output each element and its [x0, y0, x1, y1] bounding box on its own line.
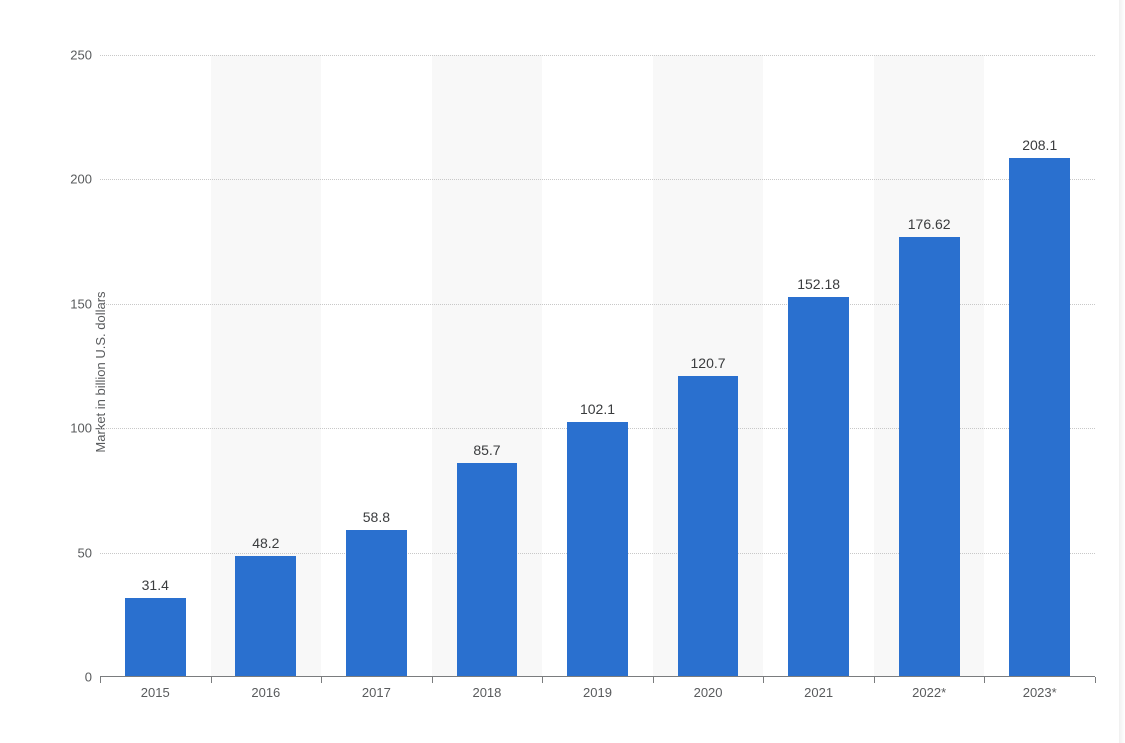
bar-value-label: 85.7	[473, 442, 500, 458]
y-tick-label: 200	[52, 172, 92, 187]
bar-value-label: 208.1	[1022, 137, 1057, 153]
bar[interactable]	[235, 556, 296, 676]
bar-value-label: 58.8	[363, 509, 390, 525]
bar[interactable]	[346, 530, 407, 676]
gridline	[100, 179, 1095, 180]
x-tick-mark	[542, 677, 543, 683]
bar-value-label: 120.7	[691, 355, 726, 371]
y-tick-label: 250	[52, 48, 92, 63]
bar[interactable]	[899, 237, 960, 676]
bar-value-label: 152.18	[797, 276, 840, 292]
bar[interactable]	[1009, 158, 1070, 676]
x-tick-label: 2019	[583, 685, 612, 700]
plot-area	[100, 55, 1095, 677]
right-separator	[1119, 0, 1125, 743]
x-tick-mark	[432, 677, 433, 683]
x-tick-label: 2022*	[912, 685, 946, 700]
y-tick-label: 50	[52, 545, 92, 560]
x-tick-mark	[211, 677, 212, 683]
gridline	[100, 55, 1095, 56]
x-tick-label: 2018	[472, 685, 501, 700]
bar-value-label: 176.62	[908, 216, 951, 232]
x-tick-mark	[1095, 677, 1096, 683]
bar[interactable]	[457, 463, 518, 676]
market-bar-chart: Market in billion U.S. dollars	[0, 0, 1125, 743]
bar[interactable]	[678, 376, 739, 676]
x-tick-label: 2023*	[1023, 685, 1057, 700]
x-tick-mark	[321, 677, 322, 683]
x-tick-mark	[653, 677, 654, 683]
x-tick-label: 2021	[804, 685, 833, 700]
x-tick-label: 2015	[141, 685, 170, 700]
bar[interactable]	[125, 598, 186, 676]
x-tick-mark	[763, 677, 764, 683]
bar-value-label: 31.4	[142, 577, 169, 593]
y-tick-label: 150	[52, 296, 92, 311]
y-tick-label: 0	[52, 670, 92, 685]
bar[interactable]	[788, 297, 849, 676]
x-tick-mark	[874, 677, 875, 683]
y-tick-label: 100	[52, 421, 92, 436]
x-tick-mark	[100, 677, 101, 683]
x-tick-mark	[984, 677, 985, 683]
x-tick-label: 2020	[694, 685, 723, 700]
bar[interactable]	[567, 422, 628, 676]
x-tick-label: 2016	[251, 685, 280, 700]
bar-value-label: 48.2	[252, 535, 279, 551]
x-tick-label: 2017	[362, 685, 391, 700]
bar-value-label: 102.1	[580, 401, 615, 417]
